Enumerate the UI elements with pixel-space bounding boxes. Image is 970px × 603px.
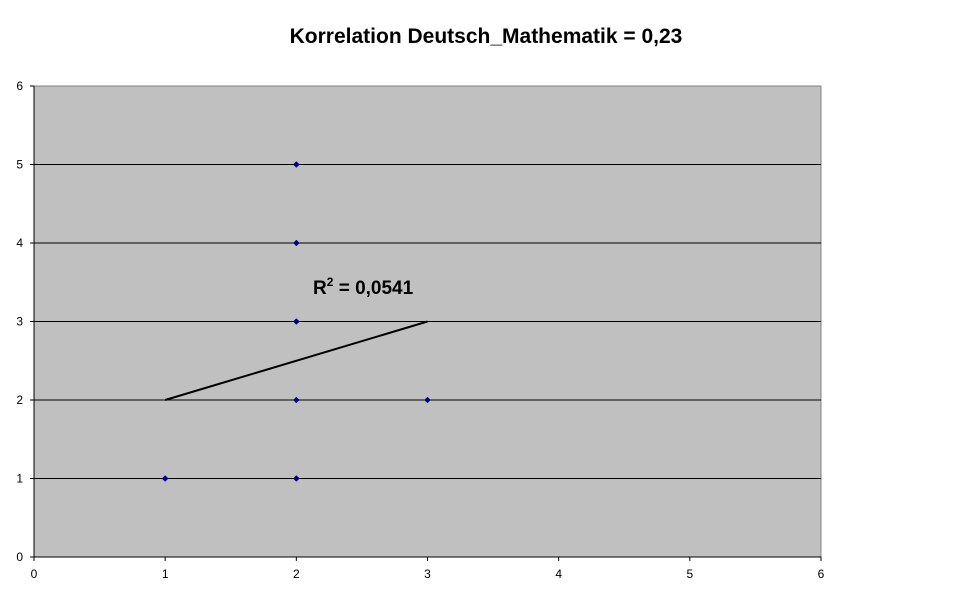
y-tick-label: 4	[16, 236, 23, 250]
x-tick-label: 2	[293, 567, 300, 581]
x-tick-label: 6	[818, 567, 825, 581]
y-tick-label: 0	[16, 550, 23, 564]
y-axis-ticks: 0 1 2 3 4 5 6	[16, 79, 34, 564]
data-point	[292, 475, 300, 482]
y-tick-label: 5	[16, 158, 23, 172]
r-squared-annotation: R2 = 0,0541	[313, 275, 414, 299]
trendline-layer	[164, 320, 428, 401]
data-point	[424, 396, 431, 404]
y-tick-label: 1	[16, 472, 23, 486]
chart-title: Korrelation Deutsch_Mathematik = 0,23	[290, 25, 683, 48]
data-point	[292, 161, 300, 168]
r-squared-value: = 0,0541	[333, 278, 413, 299]
data-point	[161, 475, 169, 482]
data-point	[292, 396, 300, 404]
data-points	[161, 161, 431, 482]
x-axis-ticks: 0 1 2 3 4 5 6	[31, 557, 825, 581]
trendline	[164, 320, 428, 401]
x-tick-label: 3	[424, 567, 431, 581]
y-tick-label: 6	[16, 79, 23, 93]
x-tick-label: 5	[686, 567, 693, 581]
x-tick-label: 1	[162, 567, 169, 581]
x-tick-label: 4	[555, 567, 562, 581]
r-label: R	[313, 278, 327, 299]
y-tick-label: 3	[16, 315, 23, 329]
y-tick-label: 2	[16, 393, 23, 407]
x-tick-label: 0	[31, 567, 38, 581]
data-point	[292, 239, 300, 247]
r-superscript: 2	[327, 275, 334, 289]
data-point	[292, 318, 300, 325]
